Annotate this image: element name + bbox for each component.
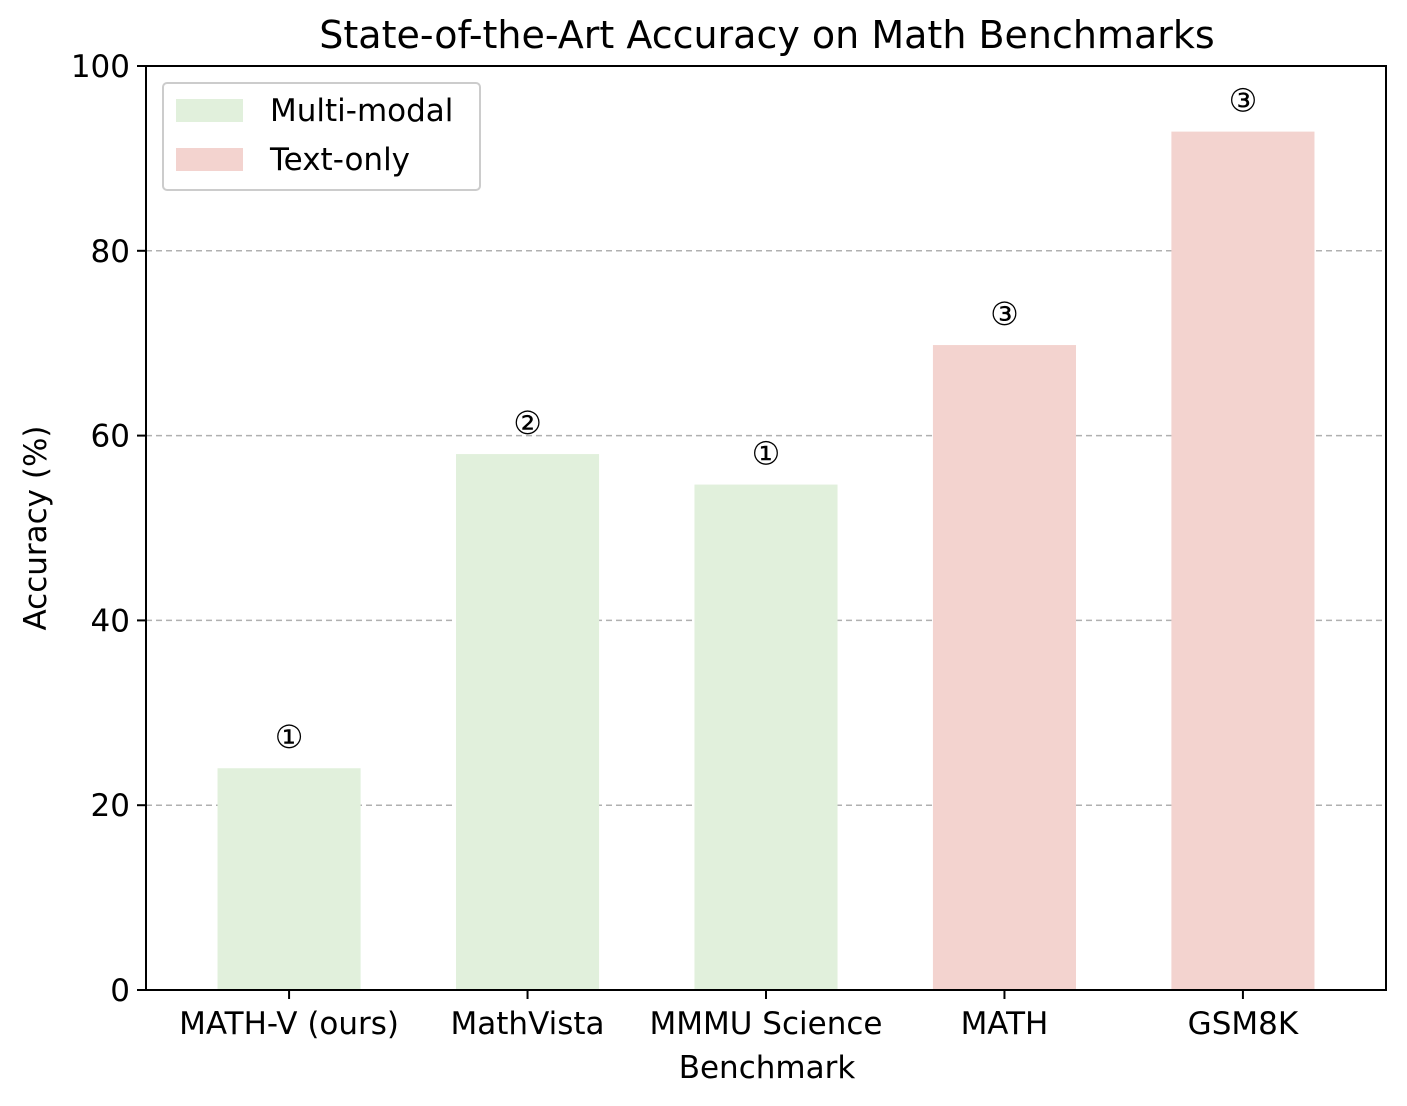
bar-annotations: ① ② ① ③ ③ <box>275 82 1258 757</box>
y-axis-ticks: 0 20 40 60 80 100 <box>71 49 146 1009</box>
bar <box>1171 131 1315 990</box>
legend-label: Multi-modal <box>270 93 453 129</box>
legend: Multi-modal Text-only <box>162 82 481 191</box>
y-tick-label: 60 <box>91 419 130 455</box>
y-tick-label: 40 <box>91 603 130 639</box>
y-tick-label: 80 <box>91 234 130 270</box>
legend-swatch <box>176 99 243 122</box>
bar-annotation-label: ③ <box>1229 82 1258 120</box>
y-tick-label: 0 <box>110 973 130 1009</box>
x-tick-label: MathVista <box>451 1006 605 1042</box>
chart-title: State-of-the-Art Accuracy on Math Benchm… <box>319 13 1214 57</box>
bar <box>694 484 838 990</box>
x-tick-label: MATH <box>961 1006 1049 1042</box>
bar-annotation-label: ③ <box>990 295 1019 333</box>
bar-annotation-label: ② <box>513 404 542 442</box>
bars <box>217 131 1315 991</box>
bar <box>217 768 361 990</box>
y-axis-label: Accuracy (%) <box>18 425 54 630</box>
bar <box>932 345 1076 991</box>
x-tick-label: MMMU Science <box>650 1006 883 1042</box>
bar <box>456 454 600 991</box>
x-tick-label: GSM8K <box>1188 1006 1299 1042</box>
x-axis-label: Benchmark <box>679 1050 856 1086</box>
legend-swatch <box>176 148 243 171</box>
bar-annotation-label: ① <box>275 718 304 756</box>
x-axis-ticks: MATH-V (ours) MathVista MMMU Science MATH GS… <box>179 990 1299 1042</box>
x-tick-label: MATH-V (ours) <box>179 1006 399 1042</box>
y-tick-label: 100 <box>71 49 130 85</box>
y-tick-label: 20 <box>91 788 130 824</box>
legend-label: Text-only <box>269 142 410 178</box>
bar-annotation-label: ① <box>752 435 781 473</box>
